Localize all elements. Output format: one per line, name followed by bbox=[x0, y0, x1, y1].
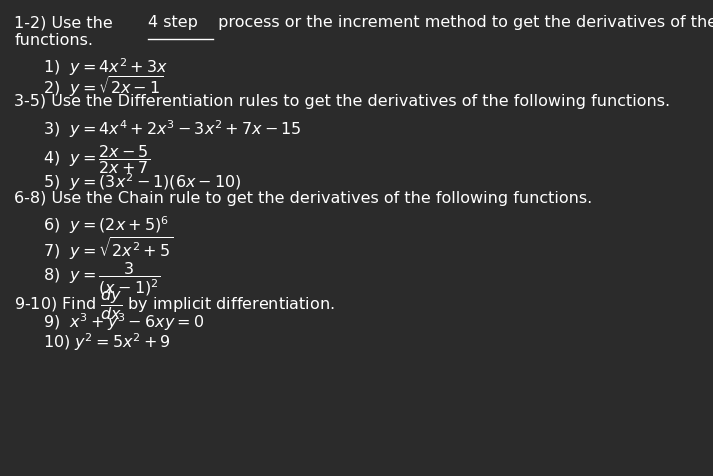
Text: 7)  $y = \sqrt{2x^2 + 5}$: 7) $y = \sqrt{2x^2 + 5}$ bbox=[43, 234, 173, 261]
Text: 6)  $y = (2x + 5)^6$: 6) $y = (2x + 5)^6$ bbox=[43, 214, 169, 236]
Text: 6-8) Use the Chain rule to get the derivatives of the following functions.: 6-8) Use the Chain rule to get the deriv… bbox=[14, 190, 593, 205]
Text: 3-5) Use the Differentiation rules to get the derivatives of the following funct: 3-5) Use the Differentiation rules to ge… bbox=[14, 94, 670, 109]
Text: 9-10) Find $\dfrac{dy}{dx}$ by implicit differentiation.: 9-10) Find $\dfrac{dy}{dx}$ by implicit … bbox=[14, 286, 335, 321]
Text: 3)  $y = 4x^4 + 2x^3 - 3x^2 + 7x - 15$: 3) $y = 4x^4 + 2x^3 - 3x^2 + 7x - 15$ bbox=[43, 118, 302, 139]
Text: 5)  $y = (3x^2 - 1)(6x - 10)$: 5) $y = (3x^2 - 1)(6x - 10)$ bbox=[43, 171, 242, 193]
Text: process or the increment method to get the derivatives of the following: process or the increment method to get t… bbox=[212, 15, 713, 30]
Text: functions.: functions. bbox=[14, 33, 93, 48]
Text: 10) $y^2 = 5x^2 + 9$: 10) $y^2 = 5x^2 + 9$ bbox=[43, 331, 170, 352]
Text: 8)  $y = \dfrac{3}{(x-1)^2}$: 8) $y = \dfrac{3}{(x-1)^2}$ bbox=[43, 259, 160, 297]
Text: 1)  $y = 4x^2 + 3x$: 1) $y = 4x^2 + 3x$ bbox=[43, 56, 168, 78]
Text: 2)  $y = \sqrt{2x-1}$: 2) $y = \sqrt{2x-1}$ bbox=[43, 74, 163, 99]
Text: 9)  $x^3 + y^3 - 6xy = 0$: 9) $x^3 + y^3 - 6xy = 0$ bbox=[43, 310, 204, 332]
Text: 4 step: 4 step bbox=[148, 15, 198, 30]
Text: 1-2) Use the: 1-2) Use the bbox=[14, 15, 118, 30]
Text: 4)  $y = \dfrac{2x-5}{2x+7}$: 4) $y = \dfrac{2x-5}{2x+7}$ bbox=[43, 143, 150, 176]
